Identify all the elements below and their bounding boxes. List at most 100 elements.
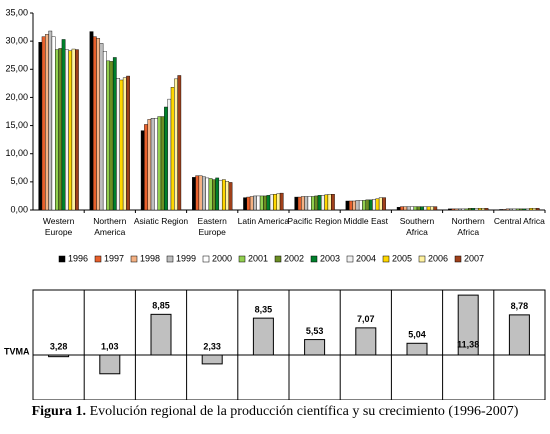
bar (403, 206, 408, 211)
bar (448, 208, 452, 211)
x-tick-label: Middle East (343, 216, 388, 226)
bar (192, 177, 196, 211)
bar (365, 199, 370, 211)
bar (311, 196, 315, 211)
bar (273, 194, 277, 211)
bar (327, 194, 332, 211)
bar (150, 118, 155, 211)
bar (205, 177, 210, 211)
bar (102, 51, 107, 211)
bar (177, 75, 182, 211)
bar (396, 206, 401, 211)
bar (228, 182, 233, 211)
caption-text: Evolución regional de la producción cien… (89, 404, 519, 419)
bar (321, 195, 325, 211)
bar (382, 197, 386, 211)
bar (48, 354, 70, 358)
y-tick-label: 0,00 (10, 204, 28, 214)
bar (55, 49, 59, 211)
bar (154, 118, 158, 211)
value-label: 5,53 (306, 326, 324, 336)
bar (38, 42, 43, 211)
x-tick-label: Western Europe (42, 216, 75, 237)
bar (253, 195, 257, 211)
bar (502, 209, 507, 211)
bar (468, 208, 472, 211)
bar (249, 196, 254, 211)
bar (89, 31, 94, 211)
legend-label: 2003 (320, 253, 340, 263)
bar (362, 200, 366, 211)
bar (423, 206, 428, 211)
y-tick-label: 5,00 (10, 176, 28, 186)
bar (211, 179, 216, 211)
bar (99, 354, 121, 375)
y-tick-label: 10,00 (5, 148, 28, 158)
bar (314, 195, 319, 211)
value-label: 8,85 (152, 301, 170, 311)
bar (525, 208, 530, 211)
x-tick-label: Latin America (237, 216, 290, 226)
bar (170, 87, 175, 211)
bar (348, 200, 353, 211)
bar (202, 176, 206, 211)
bar (256, 195, 261, 211)
bar (519, 208, 523, 211)
bar (317, 195, 322, 211)
bar (464, 208, 469, 211)
bar (51, 36, 56, 211)
bar (157, 116, 162, 211)
bar (144, 124, 148, 211)
x-tick-label: Eastern Europe (197, 216, 227, 237)
bar (474, 208, 479, 211)
bar (41, 36, 46, 211)
y-tick-label: 20,00 (5, 92, 28, 102)
bar (218, 179, 223, 211)
bar (263, 195, 267, 211)
bar (420, 206, 424, 211)
bar (535, 208, 540, 211)
bar (208, 178, 213, 211)
bar (276, 193, 281, 211)
legend-swatch (382, 255, 390, 263)
bar (301, 196, 305, 211)
legend-label: 1999 (176, 253, 196, 263)
bar (368, 199, 373, 211)
legend-label: 1997 (104, 253, 124, 263)
bar (112, 57, 117, 211)
bar (201, 354, 223, 365)
legend-swatch (274, 255, 282, 263)
bar (375, 198, 380, 211)
bar (195, 175, 200, 211)
row-label: TVMA (4, 346, 30, 356)
legend-label: 1998 (140, 253, 160, 263)
bar (269, 194, 274, 211)
bar (252, 317, 274, 356)
bar (126, 75, 130, 211)
bar (61, 39, 66, 211)
value-label: 2,33 (203, 341, 221, 351)
x-tick-label: Northern America (93, 216, 127, 237)
bar (378, 197, 383, 211)
legend-label: 2002 (284, 253, 304, 263)
legend-swatch (202, 255, 210, 263)
bar (529, 208, 533, 211)
bar (75, 49, 79, 211)
bar (433, 206, 438, 211)
bar (458, 208, 462, 211)
bar (461, 208, 466, 211)
bar (266, 195, 271, 211)
legend-swatch (346, 255, 354, 263)
bar (406, 206, 411, 211)
y-tick-label: 35,00 (5, 7, 28, 17)
bar (426, 206, 431, 211)
bar (481, 208, 486, 211)
bar (174, 78, 178, 211)
bar (147, 119, 152, 211)
bar (406, 342, 428, 356)
bar (106, 60, 111, 211)
legend-swatch (454, 255, 462, 263)
bar (352, 200, 357, 211)
bar (304, 196, 309, 211)
